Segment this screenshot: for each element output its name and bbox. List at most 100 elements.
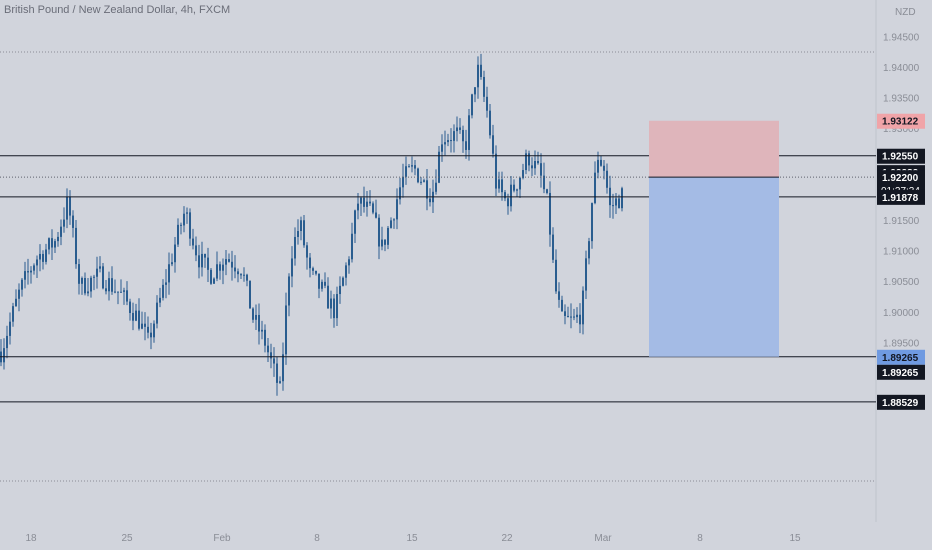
time-tick: 25 [121, 533, 133, 544]
candle-body [348, 259, 350, 266]
candle-body [621, 188, 623, 209]
candle-body [291, 258, 293, 277]
candle-body [324, 281, 326, 286]
candle-body [240, 274, 242, 276]
candle-body [534, 161, 536, 169]
time-tick: Feb [213, 533, 231, 544]
candle-body [150, 332, 152, 338]
candle-body [63, 219, 65, 227]
candle-body [405, 166, 407, 177]
candle-body [264, 329, 266, 346]
position-tool[interactable] [649, 120, 779, 357]
candle-body [360, 197, 362, 204]
candle-body [411, 165, 413, 167]
candle-body [246, 274, 248, 281]
candle-body [96, 268, 98, 277]
candle-body [399, 187, 401, 200]
candle-body [261, 329, 263, 332]
candle-body [435, 182, 437, 192]
time-tick: Mar [594, 533, 612, 544]
candle-body [198, 255, 200, 268]
candle-body [612, 205, 614, 207]
price-tick: 1.89500 [883, 338, 920, 349]
candle-body [423, 180, 425, 182]
candle-body [579, 314, 581, 325]
support-low-tag-bg [877, 394, 925, 410]
candle-body [90, 277, 92, 292]
candle-body [21, 279, 23, 290]
time-axis[interactable]: 18 25 Feb 8 15 22 Mar 8 15 [25, 533, 801, 544]
candle-body [576, 314, 578, 318]
candle-body [117, 291, 119, 293]
candle-body [459, 127, 461, 130]
candle-body [189, 212, 191, 239]
candle-body [66, 196, 68, 220]
candle-body [474, 87, 476, 95]
candle-body [216, 264, 218, 279]
candle-body [549, 192, 551, 235]
candle-body [24, 271, 26, 280]
candle-body [525, 153, 527, 171]
candle-body [36, 259, 38, 266]
candle-body [84, 278, 86, 294]
candle-body [156, 302, 158, 324]
candle-body [204, 253, 206, 258]
candle-body [249, 280, 251, 309]
candle-body [168, 264, 170, 283]
candle-body [258, 314, 260, 332]
price-tags: 1.931221.925501.922821.9220001:27:341.91… [877, 113, 925, 410]
candle-body [222, 264, 224, 271]
candle-body [357, 203, 359, 211]
level-upper-tag: 1.92550 [882, 152, 919, 163]
candle-body [480, 64, 482, 77]
candle-body [114, 291, 116, 293]
candle-body [111, 278, 113, 292]
time-tick: 15 [789, 533, 801, 544]
candle-body [144, 323, 146, 327]
candle-body [285, 305, 287, 355]
candle-body [570, 316, 572, 318]
price-tick: 1.93000 [883, 124, 920, 135]
price-tick: 1.90500 [883, 277, 920, 288]
candle-body [300, 220, 302, 232]
candle-body [321, 281, 323, 289]
candle-body [54, 241, 56, 248]
candle-body [30, 270, 32, 273]
candle-body [318, 273, 320, 289]
take-profit-zone[interactable] [649, 177, 779, 357]
candle-body [147, 326, 149, 333]
candle-body [153, 323, 155, 338]
candle-body [135, 310, 137, 321]
time-tick: 15 [406, 533, 418, 544]
price-tick: 1.91500 [883, 216, 920, 227]
candle-body [483, 76, 485, 97]
candle-body [105, 288, 107, 292]
candle-body [585, 258, 587, 291]
candle-body [390, 220, 392, 228]
candle-body [210, 269, 212, 284]
candle-body [72, 215, 74, 228]
stop-loss-zone[interactable] [649, 120, 779, 178]
candle-body [507, 198, 509, 207]
candle-body [555, 259, 557, 292]
target-line-tag-bg [877, 364, 925, 380]
candle-body [171, 262, 173, 265]
time-tick: 22 [501, 533, 513, 544]
candle-body [207, 257, 209, 270]
candle-body [369, 201, 371, 204]
candle-body [9, 321, 11, 336]
candle-body [417, 168, 419, 183]
candle-body [510, 184, 512, 207]
candle-body [78, 264, 80, 284]
candle-body [234, 267, 236, 272]
support-low-tag: 1.88529 [882, 398, 919, 409]
candle-body [180, 224, 182, 226]
candle-body [159, 297, 161, 303]
candle-body [99, 266, 101, 269]
candle-body [294, 236, 296, 259]
candle-body [402, 176, 404, 188]
candle-body [183, 213, 185, 226]
candle-body [582, 290, 584, 325]
